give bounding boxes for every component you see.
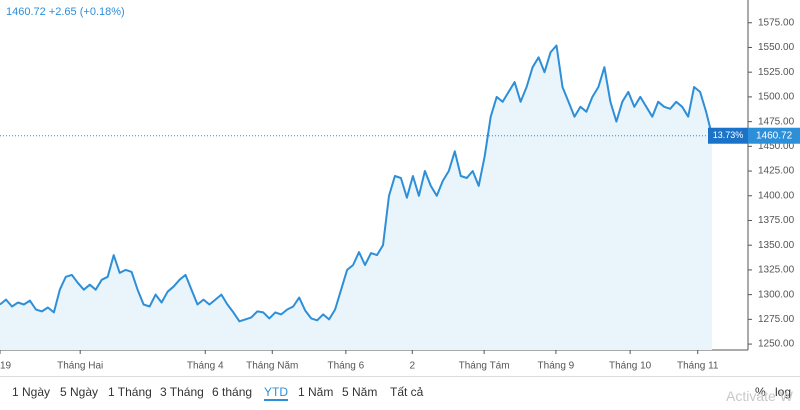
toolbar-button[interactable]: % xyxy=(755,385,766,399)
toolbar-button[interactable]: 1 Ngày xyxy=(12,385,51,399)
toolbar-button[interactable]: 5 Năm xyxy=(342,385,378,399)
toolbar-button[interactable]: 3 Tháng xyxy=(160,385,204,399)
y-tick-label: 1250.00 xyxy=(758,339,795,350)
x-tick-label: Tháng 4 xyxy=(187,361,224,372)
x-tick-label: Tháng 6 xyxy=(328,361,365,372)
price: 1460.72 xyxy=(6,6,46,18)
y-tick-label: 1325.00 xyxy=(758,265,795,276)
toolbar-button[interactable]: 6 tháng xyxy=(212,385,253,399)
ytd-label: 13.73% xyxy=(713,130,744,140)
toolbar-button[interactable]: log xyxy=(775,385,792,399)
toolbar-button[interactable]: YTD xyxy=(264,385,288,401)
change-pct: (+0.18%) xyxy=(79,6,125,18)
toolbar-button[interactable]: 1 Tháng xyxy=(108,385,152,399)
y-tick-label: 1475.00 xyxy=(758,116,795,127)
y-tick-label: 1400.00 xyxy=(758,190,795,201)
price-line xyxy=(0,44,714,323)
y-tick-label: 1350.00 xyxy=(758,240,795,251)
area xyxy=(0,45,713,350)
x-tick-label: Tháng 11 xyxy=(677,361,719,372)
toolbar-button[interactable]: 1 Năm xyxy=(298,385,334,399)
y-tick-label: 1550.00 xyxy=(758,42,795,53)
x-tick-label: Tháng Năm xyxy=(246,361,298,372)
y-tick-label: 1450.00 xyxy=(758,141,795,152)
y-tick-label: 1500.00 xyxy=(758,92,795,103)
x-tick-label: Tháng Hai xyxy=(57,361,103,372)
y-tick-label: 1525.00 xyxy=(758,67,795,78)
last-price-badge xyxy=(748,127,800,144)
x-tick-label: 2 xyxy=(410,361,416,372)
y-tick-label: 1375.00 xyxy=(758,215,795,226)
change: +2.65 xyxy=(48,6,77,18)
toolbar-button[interactable]: Tất cả xyxy=(390,385,424,399)
y-tick-label: 1300.00 xyxy=(758,289,795,300)
toolbar: 1 Ngày 5 Ngày 1 Tháng 3 Tháng 6 tháng YTD 1 Nă… xyxy=(0,376,800,407)
toolbar-button[interactable]: 5 Ngày xyxy=(60,385,99,399)
x-tick-label: 2019 xyxy=(0,361,12,372)
quote-header: 1460.72 +2.65 (+0.18%) xyxy=(6,6,125,18)
x-tick-label: Tháng Tám xyxy=(459,361,510,372)
y-tick-label: 1425.00 xyxy=(758,166,795,177)
watermark: Activate W xyxy=(726,388,793,404)
x-tick-label: Tháng 10 xyxy=(609,361,652,372)
last-price-label: 1460.72 xyxy=(756,130,793,141)
ytd-badge xyxy=(708,127,748,144)
y-tick-label: 1275.00 xyxy=(758,314,795,325)
y-tick-label: 1575.00 xyxy=(758,17,795,28)
x-tick-label: Tháng 9 xyxy=(538,361,575,372)
chart: 1250.00 1275.00 1300.00 1325.00 1350.00 1375.… xyxy=(0,0,800,372)
